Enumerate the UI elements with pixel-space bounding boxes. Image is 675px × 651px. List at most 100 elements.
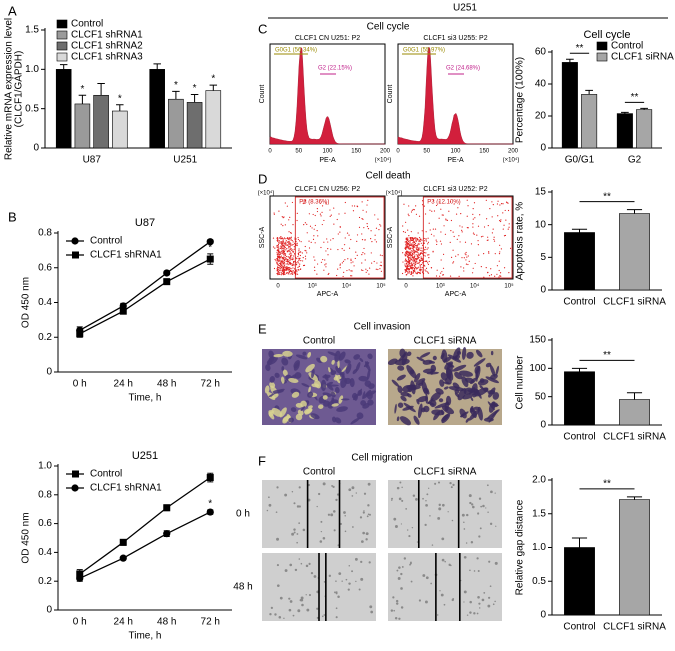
significance-mark: * bbox=[211, 74, 215, 85]
dot bbox=[336, 274, 338, 277]
dot bbox=[405, 274, 407, 276]
speck bbox=[422, 497, 424, 500]
comparison-label: ** bbox=[603, 191, 611, 202]
speck bbox=[470, 540, 474, 544]
y-tick-label: 0.8 bbox=[38, 489, 52, 500]
cell bbox=[282, 350, 293, 357]
y-tick-label: 0.5 bbox=[25, 103, 39, 114]
dot bbox=[418, 262, 420, 264]
dot bbox=[314, 269, 316, 272]
cell bbox=[433, 410, 441, 421]
dot bbox=[405, 263, 408, 265]
dot bbox=[406, 265, 409, 267]
dot bbox=[424, 255, 426, 257]
dot bbox=[325, 266, 327, 268]
dot bbox=[418, 254, 421, 256]
dot bbox=[474, 217, 476, 219]
speck bbox=[451, 598, 454, 602]
cell bbox=[409, 369, 415, 375]
dot bbox=[421, 253, 424, 255]
dot bbox=[380, 270, 382, 272]
error-bar bbox=[571, 537, 588, 548]
cell bbox=[272, 389, 284, 394]
dot bbox=[350, 262, 352, 264]
cell bbox=[338, 395, 344, 404]
speck bbox=[476, 557, 479, 560]
dot bbox=[438, 217, 440, 219]
speck bbox=[348, 488, 352, 492]
dot bbox=[427, 272, 430, 274]
speck bbox=[394, 617, 398, 620]
speck bbox=[291, 491, 294, 493]
dot bbox=[272, 237, 275, 239]
dot bbox=[339, 226, 341, 228]
dot bbox=[289, 259, 291, 261]
dot bbox=[429, 229, 431, 231]
dot bbox=[407, 272, 409, 274]
dot bbox=[424, 246, 427, 248]
dot bbox=[402, 252, 404, 254]
speck bbox=[390, 609, 394, 612]
dot bbox=[292, 257, 294, 259]
error-bar bbox=[190, 94, 199, 103]
bar bbox=[619, 399, 650, 426]
dot bbox=[350, 275, 352, 277]
dot bbox=[380, 261, 382, 263]
speck bbox=[270, 606, 274, 609]
micrograph-texture bbox=[264, 350, 377, 425]
speck bbox=[395, 599, 399, 603]
cell bbox=[479, 378, 485, 383]
cell bbox=[318, 404, 324, 409]
dot bbox=[278, 242, 280, 244]
dot bbox=[364, 259, 366, 261]
dot bbox=[411, 266, 413, 268]
dot bbox=[424, 260, 426, 262]
dot bbox=[419, 240, 421, 243]
bar bbox=[619, 213, 650, 291]
cell bbox=[475, 369, 478, 382]
dot bbox=[346, 269, 348, 272]
axis-tick-label: 200 bbox=[380, 149, 391, 155]
speck bbox=[335, 580, 337, 582]
dot bbox=[284, 256, 286, 258]
dot bbox=[291, 244, 293, 246]
dot bbox=[297, 269, 299, 271]
x-axis-label: Time, h bbox=[129, 631, 162, 642]
dot bbox=[296, 243, 298, 245]
dot bbox=[281, 272, 283, 274]
cell bbox=[350, 417, 360, 425]
legend-label: Control bbox=[90, 236, 122, 247]
dot bbox=[292, 263, 294, 265]
dot bbox=[308, 213, 310, 215]
speck bbox=[369, 605, 373, 609]
dot bbox=[316, 273, 318, 275]
cell bbox=[333, 374, 343, 381]
dot bbox=[296, 212, 298, 214]
dot bbox=[281, 237, 283, 239]
speck bbox=[441, 503, 445, 507]
speck bbox=[358, 588, 361, 591]
dot bbox=[480, 236, 483, 238]
series-line bbox=[79, 241, 211, 331]
dot bbox=[421, 252, 423, 254]
dot bbox=[339, 267, 341, 269]
cell bbox=[331, 403, 339, 407]
dot bbox=[290, 247, 292, 250]
dot bbox=[448, 210, 450, 212]
dot bbox=[418, 237, 421, 239]
dot bbox=[414, 259, 416, 261]
cell bbox=[454, 389, 460, 394]
dot bbox=[499, 275, 501, 277]
dot bbox=[427, 241, 430, 243]
speck bbox=[361, 540, 364, 543]
dot bbox=[417, 256, 419, 259]
speck bbox=[368, 513, 371, 516]
cell bbox=[322, 395, 328, 400]
dot bbox=[288, 267, 290, 269]
dot bbox=[288, 257, 290, 259]
cell bbox=[326, 384, 334, 391]
dot bbox=[430, 267, 433, 269]
dot bbox=[434, 228, 437, 230]
dot bbox=[347, 258, 349, 260]
dot bbox=[415, 237, 417, 239]
